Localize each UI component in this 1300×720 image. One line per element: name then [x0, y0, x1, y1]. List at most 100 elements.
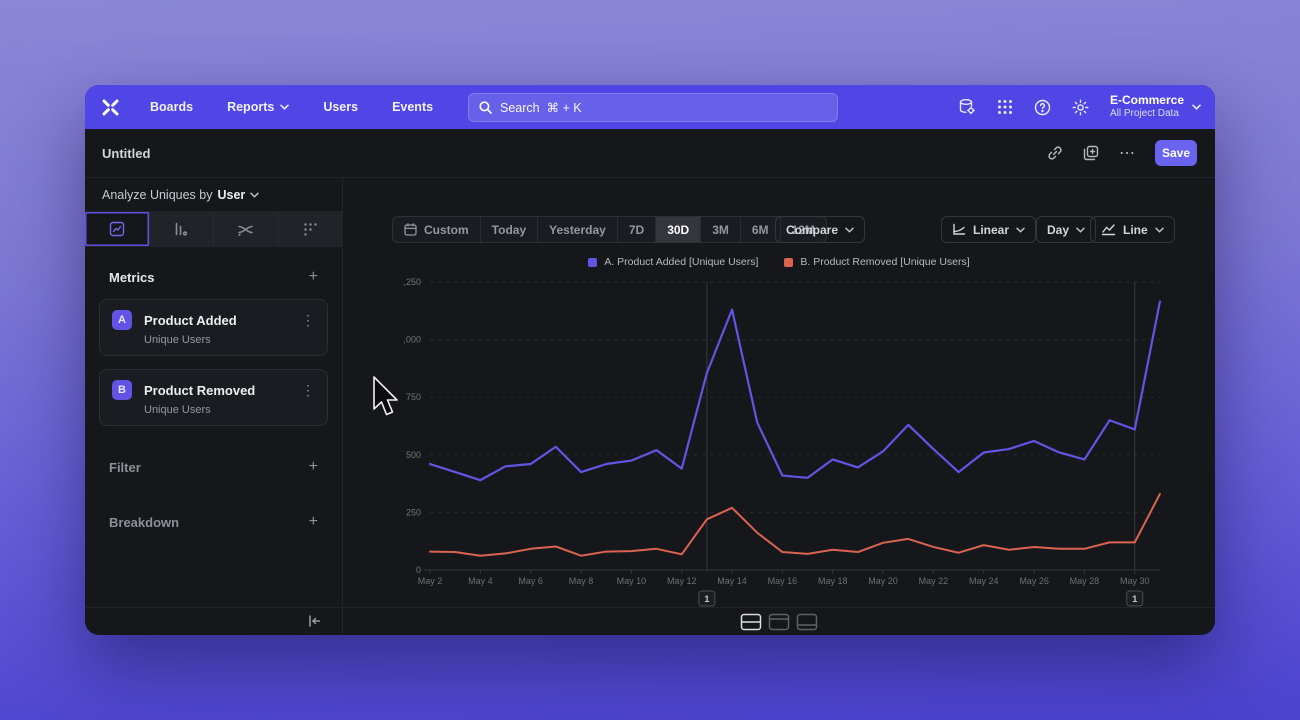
search-input[interactable] — [500, 100, 827, 115]
add-breakdown-button[interactable]: + — [308, 513, 318, 530]
range-label: 12M — [791, 222, 815, 237]
layout-split-active-icon[interactable] — [740, 613, 762, 631]
range-label: Today — [491, 222, 527, 237]
svg-text:500: 500 — [406, 450, 421, 460]
compare-label: Compare — [786, 222, 839, 237]
chevron-down-icon — [1154, 227, 1164, 233]
axis-linear-icon — [953, 223, 966, 235]
svg-text:May 6: May 6 — [518, 576, 543, 586]
layout-table-icon[interactable] — [796, 613, 818, 631]
view-layout-toggles — [740, 613, 818, 631]
breakdown-section: Breakdown + — [85, 512, 342, 532]
svg-text:May 2: May 2 — [418, 576, 443, 586]
project-switcher[interactable]: E-Commerce All Project Data — [1110, 94, 1201, 119]
tab-insights[interactable] — [85, 212, 150, 246]
nav-item-boards[interactable]: Boards — [150, 100, 193, 114]
svg-text:May 14: May 14 — [717, 576, 747, 586]
data-management-icon[interactable] — [958, 98, 976, 116]
search-icon — [479, 101, 492, 114]
svg-text:1,000: 1,000 — [403, 335, 421, 345]
filter-label: Filter — [109, 459, 141, 475]
range-custom[interactable]: Custom — [393, 217, 481, 242]
mixpanel-logo-icon[interactable] — [101, 98, 120, 117]
save-button[interactable]: Save — [1155, 140, 1197, 166]
nav-menu: Boards Reports Users Events — [150, 100, 433, 114]
legend-item-b[interactable]: B. Product Removed [Unique Users] — [784, 256, 970, 268]
layout-chart-icon[interactable] — [768, 613, 790, 631]
interval-dropdown[interactable]: Day — [1036, 216, 1097, 243]
nav-item-events[interactable]: Events — [392, 100, 433, 114]
metric-card-a[interactable]: A Product Added ⋮ Unique Users — [99, 299, 328, 356]
collapse-sidebar-icon[interactable] — [307, 614, 322, 628]
filter-section: Filter + — [85, 457, 342, 477]
settings-gear-icon[interactable] — [1072, 99, 1089, 116]
svg-text:0: 0 — [416, 565, 421, 575]
chart-panel: Custom Today Yesterday 7D 30D 3M 6M 12M … — [343, 178, 1215, 607]
metrics-header: Metrics + — [85, 267, 342, 287]
breakdown-label: Breakdown — [109, 514, 180, 530]
metric-badge: B — [112, 380, 132, 400]
compare-dropdown[interactable]: Compare — [775, 216, 866, 243]
chart-type-dropdown[interactable]: Line — [1090, 216, 1175, 243]
svg-text:1: 1 — [1132, 594, 1138, 605]
range-label: 30D — [667, 222, 690, 237]
more-options-icon[interactable]: ⋯ — [1119, 145, 1135, 162]
range-label: 3M — [712, 222, 729, 237]
line-chart-icon — [1101, 224, 1116, 236]
legend-swatch-b — [784, 257, 794, 267]
scale-dropdown[interactable]: Linear — [941, 216, 1037, 243]
range-7d[interactable]: 7D — [618, 217, 657, 242]
share-link-icon[interactable] — [1047, 145, 1063, 161]
global-search[interactable] — [468, 93, 838, 122]
metric-card-b[interactable]: B Product Removed ⋮ Unique Users — [99, 369, 328, 426]
tab-flow[interactable] — [214, 212, 279, 246]
project-info: E-Commerce All Project Data — [1109, 93, 1184, 120]
chevron-down-icon — [1076, 227, 1085, 233]
range-12m[interactable]: 12M — [781, 217, 826, 242]
dots-grid-icon — [304, 222, 317, 236]
svg-text:750: 750 — [406, 392, 421, 402]
kebab-menu-icon[interactable]: ⋮ — [301, 381, 315, 398]
legend-item-a[interactable]: A. Product Added [Unique Users] — [588, 256, 758, 268]
range-label: 6M — [751, 222, 769, 237]
duplicate-icon[interactable] — [1083, 145, 1099, 161]
scale-label: Linear — [973, 222, 1010, 237]
metric-subtitle: Unique Users — [144, 404, 211, 416]
range-6m[interactable]: 6M — [741, 217, 781, 242]
project-subtitle: All Project Data — [1109, 108, 1179, 120]
help-icon[interactable] — [1034, 99, 1051, 116]
nav-item-label: Reports — [227, 100, 275, 114]
tab-retention-grid[interactable] — [279, 212, 343, 246]
nav-item-users[interactable]: Users — [323, 100, 358, 114]
line-chart[interactable]: 0 250 500 750 1,000 1,250 1 1 May 2 May 4 May 6 May… — [398, 272, 1178, 617]
svg-text:May 20: May 20 — [868, 576, 898, 586]
top-navbar: Boards Reports Users Events — [85, 85, 1215, 129]
svg-text:May 8: May 8 — [569, 576, 594, 586]
range-3m[interactable]: 3M — [701, 217, 741, 242]
analyze-row: Analyze Uniques by User — [85, 178, 342, 212]
chevron-down-icon — [845, 227, 854, 233]
apps-grid-icon[interactable] — [997, 99, 1013, 115]
legend-swatch-a — [588, 257, 598, 267]
range-label: Custom — [424, 222, 469, 237]
legend-label: B. Product Removed [Unique Users] — [800, 256, 970, 268]
nav-item-reports[interactable]: Reports — [227, 100, 290, 114]
calendar-icon — [404, 223, 417, 236]
svg-text:May 12: May 12 — [667, 576, 697, 586]
add-filter-button[interactable]: + — [308, 458, 318, 475]
tab-bar-chart[interactable] — [150, 212, 214, 246]
range-yesterday[interactable]: Yesterday — [538, 217, 618, 242]
chevron-down-icon — [1192, 104, 1201, 110]
range-today[interactable]: Today — [481, 217, 539, 242]
range-30d[interactable]: 30D — [656, 217, 702, 242]
svg-text:May 22: May 22 — [919, 576, 949, 586]
add-metric-button[interactable]: + — [308, 268, 318, 285]
svg-text:May 30: May 30 — [1120, 576, 1150, 586]
chevron-down-icon — [280, 104, 290, 110]
analyze-value-dropdown[interactable]: User — [217, 187, 246, 202]
kebab-menu-icon[interactable]: ⋮ — [301, 311, 315, 328]
chart-type-label: Line — [1123, 222, 1148, 237]
project-name: E-Commerce — [1109, 93, 1184, 108]
range-label: Yesterday — [549, 222, 606, 237]
